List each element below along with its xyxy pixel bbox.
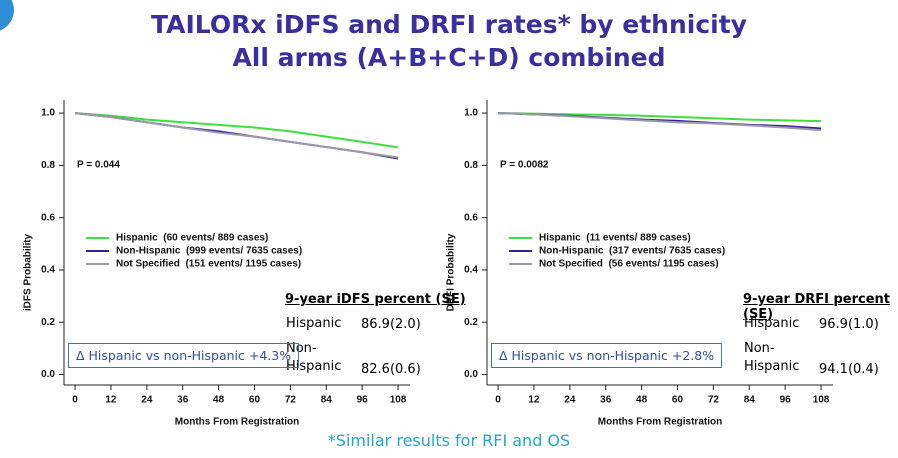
y-tick-label: 0.2 [41,317,55,328]
title-line: TAILORx iDFS and DRFI rates* by ethnicit… [151,10,747,39]
series-line [498,112,822,132]
se-group: Hispanic [744,316,800,331]
x-tick-label: 24 [564,395,576,406]
x-tick-label: 0 [495,395,501,406]
y-tick-label: 0.8 [41,160,55,171]
se-value: 96.9(1.0) [819,317,879,332]
y-tick-label: 1.0 [464,108,478,119]
se-value: 86.9(2.0) [361,317,421,332]
decor-circle [0,0,14,31]
legend-label: Hispanic (11 events/ 889 cases) [539,233,691,244]
y-tick-label: 0.0 [41,369,55,380]
x-tick-label: 84 [744,395,756,406]
footnote: *Similar results for RFI and OS [327,431,571,450]
x-axis-label: Months From Registration [598,417,722,428]
x-tick-label: 24 [141,395,153,406]
x-tick-label: 108 [390,395,407,406]
legend-label: Non-Hispanic (317 events/ 7635 cases) [539,246,725,257]
delta-note: Δ Hispanic vs non-Hispanic +2.8% [491,343,723,368]
x-tick-label: 96 [780,395,792,406]
title-line: All arms (A+B+C+D) combined [232,43,666,72]
x-tick-label: 60 [672,395,684,406]
delta-note: Δ Hispanic vs non-Hispanic +4.3% [68,343,300,368]
series-line [74,112,399,160]
x-tick-label: 108 [813,395,830,406]
p-value: P = 0.0082 [500,160,549,171]
y-tick-label: 0.6 [464,212,478,223]
x-tick-label: 36 [600,395,612,406]
x-tick-label: 12 [105,395,117,406]
y-axis-label: iDFS Probability [23,233,34,311]
x-tick-label: 72 [285,395,297,406]
x-tick-label: 48 [636,395,648,406]
legend-label: Not Specified (151 events/ 1195 cases) [116,259,301,270]
y-tick-label: 0.0 [464,369,478,380]
series-line [498,112,822,123]
y-tick-label: 0.8 [464,160,478,171]
x-tick-label: 84 [321,395,333,406]
se-table-title: 9-year iDFS percent (SE) [285,292,466,307]
y-tick-label: 0.4 [464,265,478,276]
x-tick-label: 36 [177,395,189,406]
x-axis-label: Months From Registration [175,417,299,428]
se-group: Non-Hispanic [286,341,342,374]
x-tick-label: 12 [528,395,540,406]
y-tick-label: 0.4 [41,265,55,276]
x-tick-label: 72 [708,395,720,406]
legend-label: Not Specified (56 events/ 1195 cases) [539,259,719,270]
se-group: Non-Hispanic [744,341,800,374]
y-tick-label: 1.0 [41,108,55,119]
series-line [74,112,399,159]
se-value: 94.1(0.4) [819,362,879,377]
se-table-title: 9-year DRFI percent (SE) [743,292,891,322]
x-tick-label: 0 [72,395,78,406]
se-value: 82.6(0.6) [361,362,421,377]
p-value: P = 0.044 [77,160,120,171]
x-tick-label: 48 [213,395,225,406]
series-line [74,112,399,149]
x-tick-label: 60 [249,395,261,406]
y-axis-label: DRFI Probability [446,233,457,311]
x-tick-label: 96 [357,395,369,406]
legend-label: Non-Hispanic (999 events/ 7635 cases) [116,246,302,257]
se-group: Hispanic [286,316,342,331]
y-tick-label: 0.2 [464,317,478,328]
y-tick-label: 0.6 [41,212,55,223]
legend-label: Hispanic (60 events/ 889 cases) [116,233,268,244]
